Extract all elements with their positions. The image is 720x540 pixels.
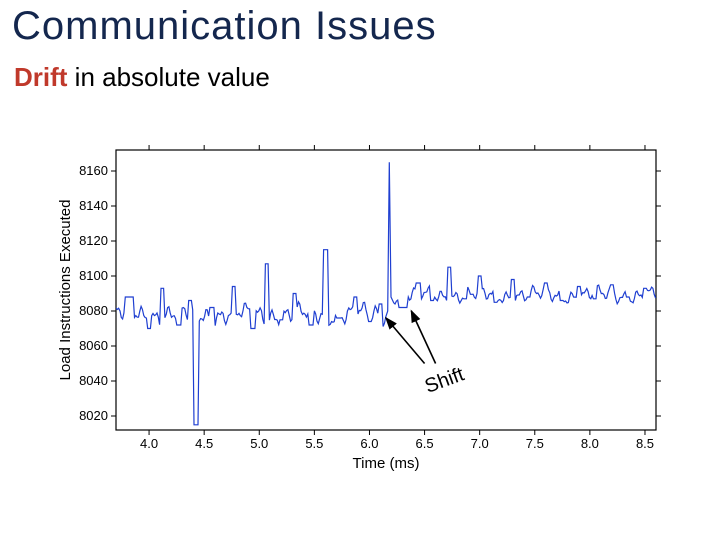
svg-text:4.0: 4.0 <box>140 436 158 451</box>
svg-text:8160: 8160 <box>79 163 108 178</box>
drift-word: Drift <box>14 62 67 92</box>
slide-subtitle: Drift in absolute value <box>14 62 270 93</box>
svg-text:6.5: 6.5 <box>416 436 434 451</box>
chart-svg: 8020 8040 8060 8080 8100 8120 8140 8160 4.0 4.5 5.… <box>56 140 680 480</box>
svg-text:8120: 8120 <box>79 233 108 248</box>
svg-text:5.0: 5.0 <box>250 436 268 451</box>
svg-text:8080: 8080 <box>79 303 108 318</box>
svg-text:8.5: 8.5 <box>636 436 654 451</box>
svg-text:5.5: 5.5 <box>305 436 323 451</box>
svg-text:7.0: 7.0 <box>471 436 489 451</box>
svg-text:Time (ms): Time (ms) <box>353 455 420 472</box>
svg-text:6.0: 6.0 <box>360 436 378 451</box>
svg-text:8100: 8100 <box>79 268 108 283</box>
svg-text:8.0: 8.0 <box>581 436 599 451</box>
svg-text:8020: 8020 <box>79 408 108 423</box>
slide-title: Communication Issues <box>12 4 437 49</box>
svg-text:4.5: 4.5 <box>195 436 213 451</box>
svg-text:8140: 8140 <box>79 198 108 213</box>
svg-text:7.5: 7.5 <box>526 436 544 451</box>
chart-container: 8020 8040 8060 8080 8100 8120 8140 8160 4.0 4.5 5.… <box>56 140 680 480</box>
svg-text:8060: 8060 <box>79 338 108 353</box>
svg-text:Load Instructions Executed: Load Instructions Executed <box>57 200 74 381</box>
svg-text:8040: 8040 <box>79 373 108 388</box>
subtitle-rest: in absolute value <box>67 62 269 92</box>
